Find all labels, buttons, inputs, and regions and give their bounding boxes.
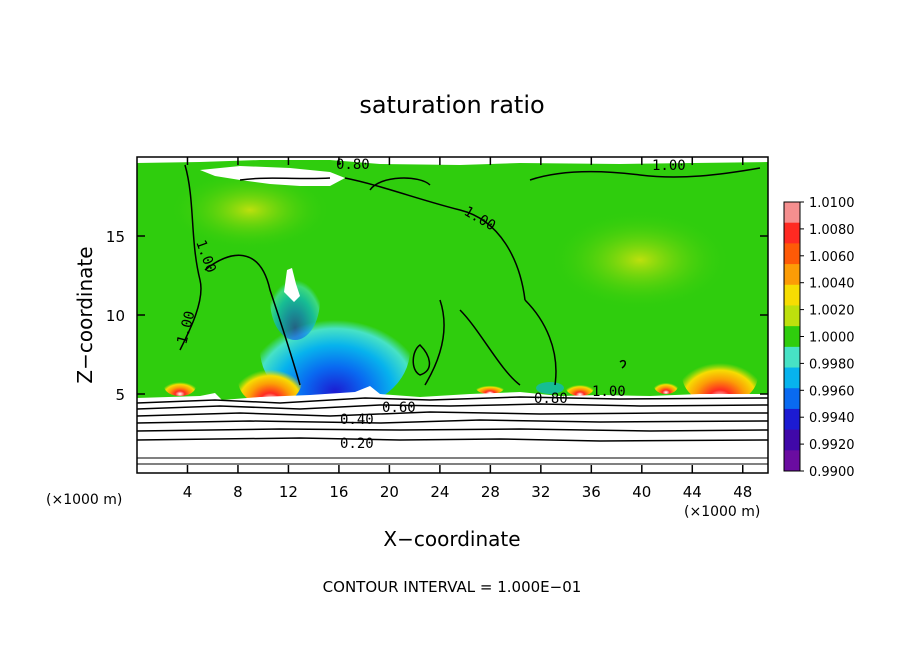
- contour-line: [137, 403, 768, 410]
- warm-anomaly-region: [164, 376, 196, 396]
- x-tick-label: 4: [183, 483, 193, 501]
- colorbar-swatch: [784, 429, 800, 451]
- contour-line: [412, 344, 431, 376]
- colorbar-swatch: [784, 346, 800, 369]
- contour-label: 1.00: [652, 158, 686, 174]
- colorbar-tick-label: 1.0040: [809, 277, 855, 292]
- contour-label: 0.80: [336, 157, 370, 173]
- x-unit-label: (×1000 m): [684, 504, 760, 520]
- contour-label: 0.60: [382, 400, 416, 416]
- dry-patch: [284, 268, 300, 302]
- colorbar-swatch: [784, 326, 800, 348]
- y-tick-label: 15: [106, 228, 125, 246]
- x-tick-label: 40: [632, 483, 651, 501]
- contour-line: [137, 428, 768, 432]
- contour-interval-footer: CONTOUR INTERVAL = 1.000E−01: [323, 578, 582, 596]
- x-tick-label: 44: [683, 483, 702, 501]
- contour-line: [344, 177, 526, 301]
- x-tick-label: 24: [430, 483, 449, 501]
- chart-title: saturation ratio: [359, 91, 544, 119]
- warm-anomaly-region: [238, 354, 302, 406]
- cold-anomaly-region: [536, 382, 564, 394]
- colorbar-tick-label: 0.9960: [809, 384, 855, 399]
- y-tick-label: 5: [115, 386, 125, 404]
- field-soft-region: [550, 210, 730, 310]
- x-tick-label: 20: [380, 483, 399, 501]
- y-axis-ticks: 5 10 15: [106, 228, 768, 404]
- colorbar-swatch: [784, 243, 800, 265]
- x-axis-ticks: 4 8 12 16 20 24 28 32 36 40 44 48: [183, 157, 752, 501]
- colorbar-swatch: [784, 388, 800, 410]
- contour-lines: [137, 164, 768, 465]
- field-soft-region: [170, 170, 330, 250]
- colorbar-tick-label: 0.9940: [809, 411, 855, 426]
- contour-label: 0.40: [340, 412, 374, 428]
- colorbar-swatch: [784, 305, 800, 327]
- colorbar: 1.0100 1.0080 1.0060 1.0040 1.0020 1.0000 0.99…: [783, 196, 855, 480]
- contour-line: [239, 177, 331, 181]
- x-tick-label: 16: [329, 483, 348, 501]
- contour-label: 1.00: [592, 384, 626, 400]
- contour-line: [369, 177, 431, 191]
- colorbar-swatch: [784, 408, 800, 431]
- colorbar-tick-label: 1.0060: [809, 250, 855, 265]
- colorbar-swatch: [784, 367, 800, 389]
- x-tick-label: 8: [233, 483, 243, 501]
- y-axis-label: Z−coordinate: [73, 246, 97, 383]
- contour-line: [179, 164, 202, 351]
- colorbar-swatch: [784, 450, 800, 472]
- colorbar-tick-label: 1.0000: [809, 331, 855, 346]
- colorbar-tick-label: 0.9920: [809, 438, 855, 453]
- contour-line: [619, 359, 627, 369]
- contour-line: [137, 437, 768, 442]
- warm-anomaly-region: [566, 380, 594, 396]
- colorbar-tick-label: 0.9900: [809, 465, 855, 480]
- colorbar-swatch: [784, 284, 800, 306]
- colorbar-tick-label: 1.0020: [809, 304, 855, 319]
- colorbar-tick-label: 1.0100: [809, 196, 855, 211]
- upper-dry-layer: [137, 157, 768, 165]
- colorbar-swatch: [784, 222, 800, 244]
- x-tick-label: 12: [279, 483, 298, 501]
- z-unit-label: (×1000 m): [46, 492, 122, 508]
- warm-anomaly-region: [476, 382, 504, 394]
- x-tick-label: 28: [481, 483, 500, 501]
- contour-line: [524, 299, 557, 386]
- warm-anomaly-region: [682, 345, 758, 405]
- colorbar-tick-label: 1.0080: [809, 223, 855, 238]
- warm-anomaly-region: [654, 378, 678, 394]
- contour-line: [204, 254, 301, 386]
- colorbar-swatch: [784, 264, 800, 286]
- contour-line: [137, 396, 768, 404]
- colorbar-swatch: [784, 202, 800, 224]
- plot-field: [137, 157, 768, 473]
- colorbar-tick-label: 0.9980: [809, 357, 855, 372]
- contour-label: 0.80: [534, 391, 568, 407]
- contour-label: 0.20: [340, 436, 374, 452]
- contour-line: [424, 299, 445, 386]
- contour-line: [459, 309, 521, 386]
- upper-dry-layer: [200, 166, 345, 186]
- x-tick-label: 32: [531, 483, 550, 501]
- contour-line: [137, 419, 768, 424]
- contour-line: [529, 167, 761, 181]
- x-tick-label: 36: [582, 483, 601, 501]
- y-tick-label: 10: [106, 307, 125, 325]
- x-axis-label: X−coordinate: [383, 527, 520, 551]
- x-tick-label: 48: [733, 483, 752, 501]
- contour-line: [137, 411, 768, 417]
